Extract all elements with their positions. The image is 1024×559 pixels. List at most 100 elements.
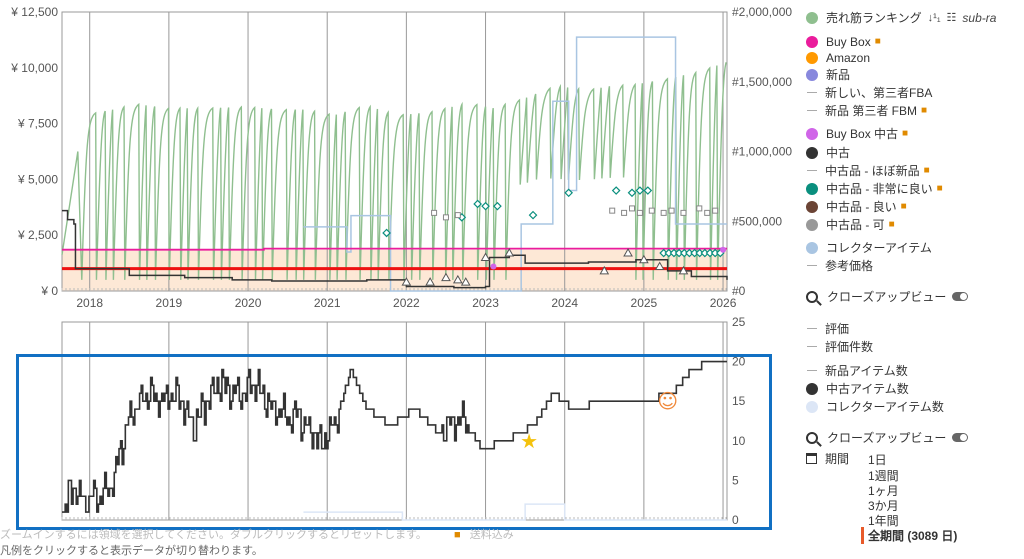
range-all[interactable]: 全期間 (3089 日) <box>861 527 957 544</box>
legend-used-count[interactable]: 中古アイテム数 <box>806 381 909 396</box>
legend-collectible-count[interactable]: コレクターアイテム数 <box>806 399 944 414</box>
y-right-tick-label: #0 <box>732 284 746 298</box>
sitemap-icon[interactable]: ☷ <box>946 12 957 24</box>
marker-buybox-used <box>720 246 727 253</box>
y-right-tick-label: 5 <box>732 473 739 487</box>
shipping-hint: 送料込み <box>469 529 514 541</box>
truck-icon: ■ <box>936 183 943 194</box>
marker-buybox-used <box>490 263 497 270</box>
star-icon: ★ <box>520 429 538 453</box>
marker-used-very-good <box>382 228 391 238</box>
legend-label: 中古品 - 可 <box>826 218 885 232</box>
closeup-label: クローズアップビュー <box>827 290 947 304</box>
range-3m[interactable]: 3か月 <box>868 499 899 513</box>
range-1d[interactable]: 1日 <box>868 453 887 467</box>
legend-label: 新しい、第三者FBA <box>825 86 933 100</box>
legend-used-like-new[interactable]: 中古品 - ほぼ新品 ■ <box>806 163 930 178</box>
starstruck-face-icon: ☺ <box>657 389 678 413</box>
magnifier-icon <box>806 290 818 303</box>
marker-used-very-good <box>564 188 574 198</box>
used-count-dot <box>806 382 818 395</box>
range-1w[interactable]: 1週間 <box>868 469 899 483</box>
buybox-used-dot <box>806 127 818 140</box>
marker-used-like-new <box>678 265 689 275</box>
sub-ranks-toggle[interactable]: sub-ra <box>962 10 997 25</box>
sort-icon[interactable]: ↓¹₁ <box>927 11 941 24</box>
marker-used-like-new <box>623 248 633 257</box>
marker-used-very-good <box>473 199 482 209</box>
legend-new-fba[interactable]: 新しい、第三者FBA <box>806 85 932 100</box>
legend-amazon[interactable]: Amazon <box>806 50 870 65</box>
legend-new-fbm[interactable]: 新品 第三者 FBM ■ <box>806 103 927 118</box>
marker-used-acceptable <box>609 207 616 214</box>
marker-used-like-new <box>425 277 435 286</box>
y-right-tick-label: 20 <box>732 355 746 369</box>
marker-used-like-new <box>599 265 610 275</box>
marker-used-acceptable <box>431 209 438 216</box>
y-right-tick-label: 10 <box>732 434 746 448</box>
legend-used-good[interactable]: 中古品 - 良い ■ <box>806 199 907 214</box>
used-acceptable-dot <box>806 218 818 231</box>
closeup-view-bottom[interactable]: クローズアップビュー <box>806 430 969 445</box>
series-buybox <box>62 247 727 251</box>
x-tick-label: 2019 <box>156 296 183 310</box>
closeup-view-top[interactable]: クローズアップビュー <box>806 289 969 304</box>
marker-used-like-new <box>654 261 665 270</box>
marker-used-very-good <box>627 188 637 198</box>
toggle-switch[interactable] <box>952 433 969 442</box>
zoom-hint: ズームインするには領域を選択してください。ダブルクリックするとリセットします。 … <box>0 526 514 542</box>
sales-rank-dot <box>806 11 818 24</box>
marker-used-acceptable <box>621 209 628 216</box>
y-left-tick-label: ¥ 0 <box>40 284 58 298</box>
range-1y[interactable]: 1年間 <box>868 514 899 528</box>
legend-new-count[interactable]: 新品アイテム数 <box>806 363 908 378</box>
marker-used-very-good <box>493 201 502 211</box>
legend-used-acceptable[interactable]: 中古品 - 可 ■ <box>806 217 895 232</box>
legend-used-very-good[interactable]: 中古品 - 非常に良い ■ <box>806 181 943 196</box>
legend-list-price[interactable]: 参考価格 <box>806 258 873 273</box>
legend-new[interactable]: 新品 <box>806 67 850 82</box>
legend-used[interactable]: 中古 <box>806 145 850 160</box>
dash-icon <box>807 92 817 93</box>
period-header: 期間 <box>806 451 849 466</box>
magnifier-icon <box>806 431 818 444</box>
legend-buybox[interactable]: Buy Box ■ <box>806 34 881 49</box>
truck-icon: ■ <box>888 219 895 230</box>
marker-used-acceptable <box>696 205 703 212</box>
legend-sales-rank[interactable]: 売れ筋ランキング ↓¹₁ ☷ sub-ra <box>806 10 996 25</box>
y-right-tick-label: 0 <box>732 513 739 527</box>
legend-label: 中古品 - 良い <box>826 200 897 214</box>
marker-used-acceptable <box>648 207 655 214</box>
legend-label: Buy Box 中古 <box>826 127 899 141</box>
new-dot <box>806 68 818 81</box>
dash-icon <box>807 370 817 371</box>
truck-icon: ■ <box>874 36 881 47</box>
series-collectible-count <box>303 503 727 521</box>
y-right-tick-label: #2,000,000 <box>732 5 792 19</box>
closeup-label: クローズアップビュー <box>827 431 947 445</box>
legend-buybox-used[interactable]: Buy Box 中古 ■ <box>806 126 908 141</box>
series-collectible <box>303 36 727 292</box>
legend-rating-count[interactable]: 評価件数 <box>806 339 873 354</box>
legend-collectible[interactable]: コレクターアイテム <box>806 240 932 255</box>
legend-label: 評価 <box>825 322 850 336</box>
y-right-tick-label: #1,500,000 <box>732 75 792 89</box>
legend-label: Amazon <box>826 50 871 65</box>
marker-used-like-new <box>480 252 491 262</box>
series-used-count <box>62 360 727 513</box>
x-tick-label: 2025 <box>631 296 658 310</box>
marker-used-very-good <box>611 186 621 195</box>
price-history-charts[interactable]: 2018 2019 2020 2021 2022 2023 2024 2025 2026¥ 0¥… <box>0 0 800 559</box>
marker-used-acceptable <box>668 207 675 214</box>
legend-rating[interactable]: 評価 <box>806 321 849 336</box>
toggle-switch[interactable] <box>952 292 969 301</box>
range-1m[interactable]: 1ヶ月 <box>868 484 899 498</box>
buybox-dot <box>806 35 818 48</box>
highlight-box <box>16 354 772 530</box>
marker-used-acceptable <box>454 212 461 219</box>
calendar-icon <box>806 453 817 464</box>
legend-label: 中古品 - 非常に良い <box>826 182 933 196</box>
truck-icon: ■ <box>921 105 928 116</box>
marker-used-like-new <box>504 248 515 257</box>
legend-label: 中古品 - ほぼ新品 <box>825 164 920 178</box>
